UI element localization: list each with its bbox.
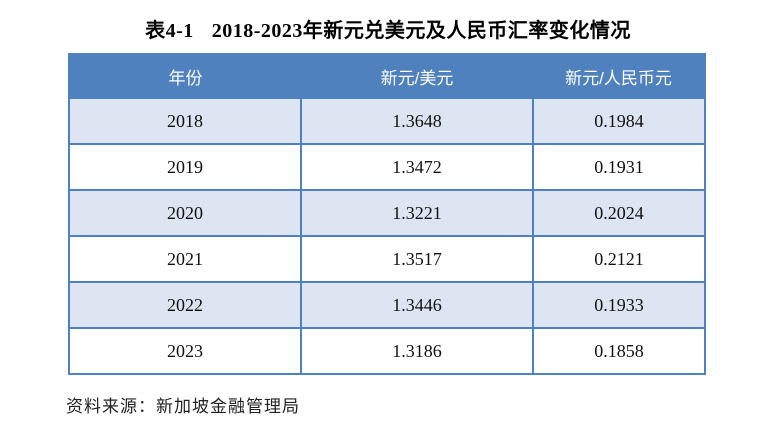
sgd-usd-rate-cell: 1.3186	[300, 327, 534, 375]
column-header-sgd-usd: 新元/美元	[301, 54, 533, 98]
source-note: 资料来源：新加坡金融管理局	[66, 397, 300, 416]
table-title-text: 2018-2023年新元兑美元及人民币汇率变化情况	[211, 20, 631, 42]
table-row: 2022 1.3446 0.1933	[68, 281, 706, 329]
sgd-rmb-rate-cell: 0.2121	[532, 235, 706, 283]
year-cell: 2018	[68, 97, 302, 145]
table-row: 2019 1.3472 0.1931	[68, 143, 706, 191]
year-cell: 2022	[68, 281, 302, 329]
year-cell: 2020	[68, 189, 302, 237]
table-header-row: 年份 新元/美元 新元/人民币元	[69, 54, 705, 98]
sgd-usd-rate-cell: 1.3446	[300, 281, 534, 329]
sgd-usd-rate-cell: 1.3648	[300, 97, 534, 145]
table-row: 2023 1.3186 0.1858	[68, 327, 706, 375]
sgd-rmb-rate-cell: 0.1931	[532, 143, 706, 191]
sgd-rmb-rate-cell: 0.2024	[532, 189, 706, 237]
exchange-rate-table: 年份 新元/美元 新元/人民币元 2018 1.3648 0.1984 2019 1.3…	[68, 53, 706, 375]
year-cell: 2023	[68, 327, 302, 375]
year-cell: 2021	[68, 235, 302, 283]
column-header-sgd-rmb: 新元/人民币元	[533, 54, 705, 98]
sgd-usd-rate-cell: 1.3517	[300, 235, 534, 283]
sgd-usd-rate-cell: 1.3221	[300, 189, 534, 237]
table-caption: 表4-1 2018-2023年新元兑美元及人民币汇率变化情况	[0, 14, 776, 43]
column-header-year: 年份	[69, 54, 301, 98]
year-cell: 2019	[68, 143, 302, 191]
table-row: 2021 1.3517 0.2121	[68, 235, 706, 283]
sgd-rmb-rate-cell: 0.1984	[532, 97, 706, 145]
sgd-rmb-rate-cell: 0.1858	[532, 327, 706, 375]
table-number-label: 表4-1	[145, 20, 194, 42]
table-row: 2020 1.3221 0.2024	[68, 189, 706, 237]
sgd-rmb-rate-cell: 0.1933	[532, 281, 706, 329]
sgd-usd-rate-cell: 1.3472	[300, 143, 534, 191]
table-row: 2018 1.3648 0.1984	[68, 97, 706, 145]
table-body: 2018 1.3648 0.1984 2019 1.3472 0.1931 2020 1.32…	[68, 97, 706, 375]
